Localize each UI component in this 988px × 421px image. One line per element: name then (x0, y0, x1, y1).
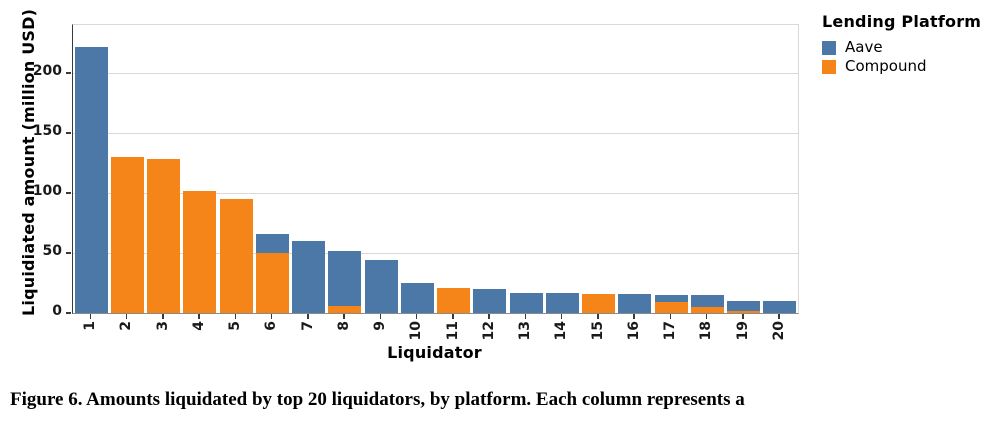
x-tick-label: 19 (734, 321, 751, 341)
x-tick-label: 6 (263, 321, 280, 331)
bar-segment-aave-12 (473, 289, 507, 313)
y-tick-label: 50 (42, 243, 62, 259)
bar-segment-aave-10 (400, 283, 434, 313)
x-tick-mark (125, 314, 128, 319)
bar-segment-compound-15 (582, 293, 616, 313)
x-tick-mark (560, 314, 563, 319)
bar-segment-aave-18 (690, 295, 724, 307)
gridline (73, 253, 798, 254)
x-tick-label: 4 (190, 321, 207, 331)
x-tick-mark (379, 314, 382, 319)
y-tick-label: 150 (32, 123, 62, 139)
y-tick-label: 0 (52, 303, 62, 319)
bar-segment-compound-17 (654, 302, 688, 313)
legend-label: Aave (845, 38, 883, 56)
bar-segment-compound-4 (183, 190, 217, 313)
x-tick-label: 10 (408, 321, 425, 341)
x-tick-mark (198, 314, 200, 319)
x-tick-mark (234, 314, 237, 319)
x-tick-label: 14 (553, 321, 570, 341)
legend: Lending Platform Aave Compound (822, 12, 981, 78)
bar-segment-aave-13 (509, 292, 543, 313)
x-tick-label: 1 (82, 321, 99, 331)
bar-segment-compound-6 (255, 253, 289, 313)
bar-segment-aave-1 (74, 46, 108, 313)
y-tick-label: 100 (32, 183, 62, 199)
plot-area (72, 24, 799, 314)
x-tick-label: 5 (227, 321, 244, 331)
legend-label: Compound (845, 57, 927, 75)
gridline (73, 73, 798, 74)
x-tick-mark (778, 314, 780, 319)
x-tick-label: 2 (118, 321, 135, 331)
legend-swatch-compound-icon (822, 59, 836, 74)
legend-title: Lending Platform (822, 12, 982, 31)
x-tick-mark (307, 314, 309, 319)
x-tick-mark (742, 314, 744, 319)
x-tick-mark (705, 314, 708, 319)
x-tick-mark (270, 314, 273, 319)
x-tick-label: 7 (299, 321, 316, 331)
bar-segment-compound-5 (219, 199, 253, 313)
bar-segment-compound-2 (110, 157, 144, 313)
x-tick-label: 8 (335, 321, 352, 331)
bar-segment-aave-14 (545, 292, 579, 313)
y-tick-mark (66, 192, 71, 194)
bar-segment-compound-8 (328, 305, 362, 313)
y-tick-mark (66, 312, 71, 314)
x-tick-label: 20 (770, 321, 787, 341)
x-tick-mark (452, 314, 454, 319)
bar-segment-compound-3 (147, 159, 181, 313)
bar-segment-aave-16 (618, 293, 652, 313)
bar-segment-compound-19 (727, 310, 761, 313)
x-tick-label: 13 (517, 321, 534, 341)
x-axis-title: Liquidator (387, 343, 482, 362)
x-tick-mark (633, 314, 635, 319)
x-tick-mark (488, 314, 490, 319)
bar-segment-aave-20 (763, 301, 797, 313)
y-tick-mark (66, 132, 71, 134)
y-axis-title: Liquidiated amount (million USD) (19, 8, 38, 316)
bar-segment-aave-9 (364, 260, 398, 313)
x-tick-label: 11 (444, 321, 461, 341)
bar-segment-aave-17 (654, 295, 688, 303)
legend-item-aave: Aave (822, 40, 981, 55)
y-tick-mark (66, 252, 71, 254)
x-tick-label: 3 (154, 321, 171, 331)
x-tick-mark (597, 314, 599, 319)
x-tick-mark (415, 314, 418, 319)
legend-item-compound: Compound (822, 59, 981, 74)
x-tick-label: 12 (480, 321, 497, 341)
bar-segment-compound-18 (690, 307, 724, 313)
gridline (73, 193, 798, 194)
y-tick-mark (66, 72, 71, 74)
bar-segment-aave-6 (255, 233, 289, 253)
stacked-bar-chart: 0 50 100 150 200 1 2 3 4 5 6 7 8 9 10 11 12 13 14 15 16 17 18 1… (19, 8, 981, 362)
y-tick-label: 200 (32, 63, 62, 79)
figure-caption: Figure 6. Amounts liquidated by top 20 l… (10, 389, 745, 410)
legend-swatch-aave-icon (822, 40, 836, 55)
bar-segment-aave-19 (727, 301, 761, 311)
legend-items: Aave Compound (822, 40, 981, 74)
bar-segment-aave-7 (292, 241, 326, 313)
x-tick-mark (162, 314, 164, 319)
x-tick-mark (89, 314, 92, 319)
x-tick-label: 9 (372, 321, 389, 331)
x-tick-mark (669, 314, 672, 319)
x-tick-label: 15 (589, 321, 606, 341)
x-tick-label: 16 (625, 321, 642, 341)
x-tick-mark (524, 314, 527, 319)
x-tick-label: 18 (698, 321, 715, 341)
gridline (73, 133, 798, 134)
x-tick-label: 17 (662, 321, 679, 341)
bar-segment-compound-11 (437, 287, 471, 313)
bar-segment-aave-8 (328, 250, 362, 306)
x-tick-mark (343, 314, 345, 319)
